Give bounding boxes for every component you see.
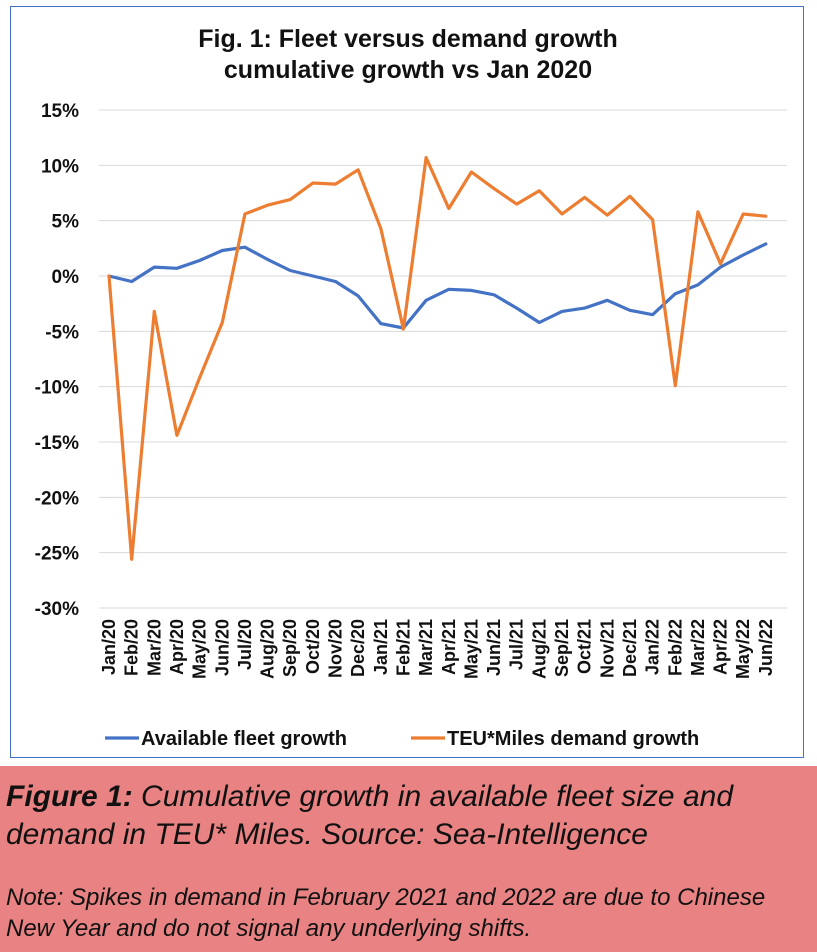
y-tick-label: -30% (35, 599, 79, 620)
y-tick-label: -5% (45, 322, 79, 343)
x-tick-label: Oct/20 (303, 619, 323, 674)
x-tick-label: Jan/20 (99, 619, 119, 675)
y-tick-label: 15% (41, 101, 79, 122)
x-tick-label: Nov/20 (326, 619, 346, 678)
x-tick-label: Jan/21 (371, 619, 391, 675)
x-tick-label: Feb/21 (393, 619, 413, 676)
y-tick-label: -20% (35, 488, 79, 509)
x-tick-label: Sep/21 (552, 619, 572, 677)
y-tick-label: 10% (41, 156, 79, 177)
x-tick-label: Dec/20 (348, 619, 368, 677)
x-tick-label: Feb/20 (122, 619, 142, 676)
x-tick-label: Jan/22 (643, 619, 663, 675)
series-line-fleet (107, 242, 768, 330)
legend-label: Available fleet growth (141, 728, 347, 750)
y-tick-label: 0% (52, 267, 80, 288)
x-tick-label: Apr/22 (711, 619, 731, 675)
x-tick-label: Jun/20 (212, 619, 232, 676)
caption-note: Note: Spikes in demand in February 2021 … (6, 884, 766, 942)
x-tick-label: Jun/22 (756, 619, 776, 676)
x-tick-label: Mar/22 (688, 619, 708, 676)
y-tick-label: 5% (52, 212, 80, 233)
caption-lead: Figure 1: (6, 780, 133, 813)
y-tick-label: -25% (35, 544, 79, 565)
x-tick-label: Mar/21 (416, 619, 436, 676)
x-tick-label: Dec/21 (620, 619, 640, 677)
series-line-demand (107, 156, 768, 561)
x-tick-label: Aug/21 (529, 619, 549, 679)
x-tick-label: Feb/22 (665, 619, 685, 676)
figure-caption: Figure 1: Cumulative growth in available… (6, 778, 811, 854)
y-tick-label: -15% (35, 433, 79, 454)
x-tick-label: Apr/21 (439, 619, 459, 675)
x-tick-label: Apr/20 (167, 619, 187, 675)
x-tick-label: Jul/21 (507, 619, 527, 670)
x-tick-label: Aug/20 (258, 619, 278, 679)
x-tick-label: Jun/21 (484, 619, 504, 676)
x-tick-label: Mar/20 (144, 619, 164, 676)
line-chart: Fig. 1: Fleet versus demand growth cumula… (35, 25, 787, 750)
legend-label: TEU*Miles demand growth (447, 728, 699, 750)
x-tick-label: May/20 (190, 619, 210, 679)
chart-frame: Fig. 1: Fleet versus demand growth cumula… (10, 6, 804, 758)
x-tick-label: Sep/20 (280, 619, 300, 677)
x-tick-label: Nov/21 (597, 619, 617, 678)
caption-box: Figure 1: Cumulative growth in available… (0, 766, 817, 952)
caption-text: Cumulative growth in available fleet siz… (6, 780, 734, 851)
chart-subtitle: cumulative growth vs Jan 2020 (224, 56, 592, 84)
x-tick-label: May/22 (733, 619, 753, 679)
y-tick-label: -10% (35, 378, 79, 399)
x-tick-label: Oct/21 (575, 619, 595, 674)
chart-title: Fig. 1: Fleet versus demand growth (198, 25, 618, 53)
x-tick-label: May/21 (461, 619, 481, 679)
x-tick-label: Jul/20 (235, 619, 255, 670)
